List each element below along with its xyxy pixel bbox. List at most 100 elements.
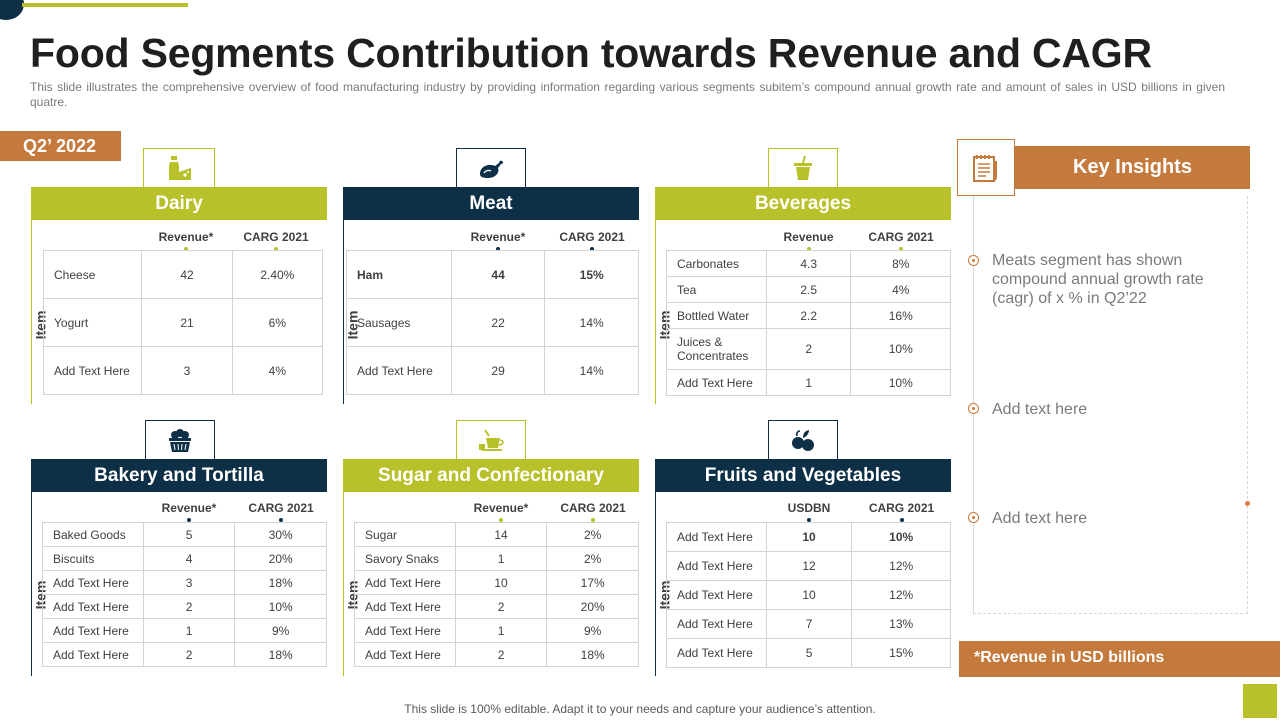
item-name: Add Text Here (42, 618, 144, 643)
cagr-value: 10% (850, 369, 951, 396)
drink-cup-icon (768, 148, 838, 188)
column-header-cagr: CARG 2021 (231, 230, 321, 251)
item-name: Biscuits (42, 546, 144, 571)
item-name: Add Text Here (42, 570, 144, 595)
quarter-badge: Q2’ 2022 (0, 131, 121, 161)
column-header-cagr: CARG 2021 (852, 501, 951, 522)
table-row: Add Text Here 1 9% (42, 618, 327, 643)
insight-bullet (968, 255, 979, 266)
top-accent-bar (22, 3, 188, 7)
panel-bakery: Bakery and Tortilla Item Revenue* CARG 2… (31, 420, 327, 676)
insight-item: Meats segment has shown compound annual … (992, 252, 1204, 307)
revenue-value: 14 (454, 522, 548, 547)
cagr-value: 13% (851, 609, 951, 639)
item-name: Add Text Here (42, 642, 144, 667)
revenue-value: 2 (765, 328, 852, 370)
item-name: Yogurt (42, 298, 143, 347)
item-name: Add Text Here (666, 609, 767, 639)
cagr-value: 4% (850, 276, 951, 303)
panel-fruits-table: Add Text Here 10 10% Add Text Here 12 12… (666, 522, 951, 668)
column-header-cagr: CARG 2021 (545, 230, 639, 251)
cagr-value: 12% (851, 580, 951, 610)
corner-square-decoration (1243, 684, 1277, 718)
usdbn-value: 10 (765, 522, 853, 552)
column-header-revenue: Revenue* (141, 230, 231, 251)
cagr-value: 6% (231, 298, 324, 347)
insight-item: Add text here (992, 510, 1088, 527)
panel-sugar-axis-line (343, 492, 344, 676)
item-name: Sugar (354, 522, 456, 547)
table-row: Add Text Here 7 13% (666, 609, 951, 639)
fruits-icon (768, 420, 838, 460)
table-row: Add Text Here 10 12% (666, 580, 951, 610)
cagr-value: 15% (851, 638, 951, 668)
panel-sugar-column-headers: Revenue* CARG 2021 (354, 501, 639, 522)
key-insights-title: Key Insights (1015, 146, 1250, 189)
cagr-value: 10% (851, 522, 951, 552)
revenue-value: 22 (450, 298, 546, 347)
revenue-value: 2 (454, 594, 548, 619)
table-row: Add Text Here 12 12% (666, 551, 951, 581)
page-title: Food Segments Contribution towards Reven… (30, 30, 1152, 76)
table-row: Biscuits 4 20% (42, 546, 327, 571)
revenue-value: 5 (142, 522, 236, 547)
insight-bullet (968, 403, 979, 414)
revenue-value: 2 (454, 642, 548, 667)
table-row: Bottled Water 2.2 16% (666, 302, 951, 329)
corner-dot-decoration (0, 0, 24, 20)
bread-basket-icon (145, 420, 215, 460)
candy-cup-icon (456, 420, 526, 460)
panel-dairy-column-headers: Revenue* CARG 2021 (43, 230, 323, 251)
column-header-cagr: CARG 2021 (851, 230, 951, 251)
insight-bullet (968, 512, 979, 523)
revenue-value: 1 (142, 618, 236, 643)
revenue-value: 2 (142, 642, 236, 667)
page-subtitle: This slide illustrates the comprehensive… (30, 80, 1225, 109)
usdbn-value: 12 (765, 551, 853, 581)
item-name: Carbonates (666, 250, 767, 277)
panel-dairy-axis-line (31, 220, 32, 404)
table-row: Add Text Here 2 18% (354, 642, 639, 667)
panel-meat-table: Ham 44 15% Sausages 22 14% Add Text Here… (346, 250, 639, 395)
usdbn-value: 5 (765, 638, 853, 668)
table-row: Add Text Here 2 18% (42, 642, 327, 667)
revenue-value: 1 (454, 618, 548, 643)
panel-beverages: Beverages Item Revenue CARG 2021 Carbona… (655, 148, 951, 404)
item-name: Add Text Here (354, 594, 456, 619)
insight-item: Add text here (992, 401, 1088, 418)
roast-chicken-icon (456, 148, 526, 188)
panel-beverages-title: Beverages (655, 187, 951, 220)
column-header-revenue: Revenue* (143, 501, 235, 522)
table-row: Savory Snaks 1 2% (354, 546, 639, 571)
cagr-value: 4% (231, 346, 324, 395)
panel-bakery-column-headers: Revenue* CARG 2021 (42, 501, 327, 522)
cagr-value: 8% (850, 250, 951, 277)
item-name: Add Text Here (666, 522, 767, 552)
table-row: Add Text Here 3 4% (42, 346, 324, 395)
table-row: Ham 44 15% (346, 250, 639, 299)
panel-beverages-column-headers: Revenue CARG 2021 (666, 230, 951, 251)
table-row: Sugar 14 2% (354, 522, 639, 547)
panel-beverages-axis-line (655, 220, 656, 404)
item-name: Add Text Here (354, 618, 456, 643)
usdbn-value: 10 (765, 580, 853, 610)
panel-meat: Meat Item Revenue* CARG 2021 Ham 44 15% … (343, 148, 639, 404)
cagr-value: 18% (234, 570, 327, 595)
table-row: Sausages 22 14% (346, 298, 639, 347)
item-name: Sausages (346, 298, 452, 347)
item-name: Savory Snaks (354, 546, 456, 571)
table-row: Add Text Here 10 10% (666, 522, 951, 552)
table-row: Add Text Here 1 10% (666, 369, 951, 396)
panel-dairy-table: Cheese 42 2.40% Yogurt 21 6% Add Text He… (42, 250, 324, 395)
panel-bakery-table: Baked Goods 5 30% Biscuits 4 20% Add Tex… (42, 522, 327, 667)
column-header-cagr: CARG 2021 (547, 501, 639, 522)
column-header-revenue: Revenue* (451, 230, 545, 251)
revenue-value: 29 (450, 346, 546, 395)
panel-dairy-title: Dairy (31, 187, 327, 220)
item-name: Baked Goods (42, 522, 144, 547)
cagr-value: 20% (234, 546, 327, 571)
panel-meat-axis-line (343, 220, 344, 404)
panel-bakery-axis-line (31, 492, 32, 676)
column-header-usdbn: USDBN (766, 501, 852, 522)
usdbn-value: 7 (765, 609, 853, 639)
